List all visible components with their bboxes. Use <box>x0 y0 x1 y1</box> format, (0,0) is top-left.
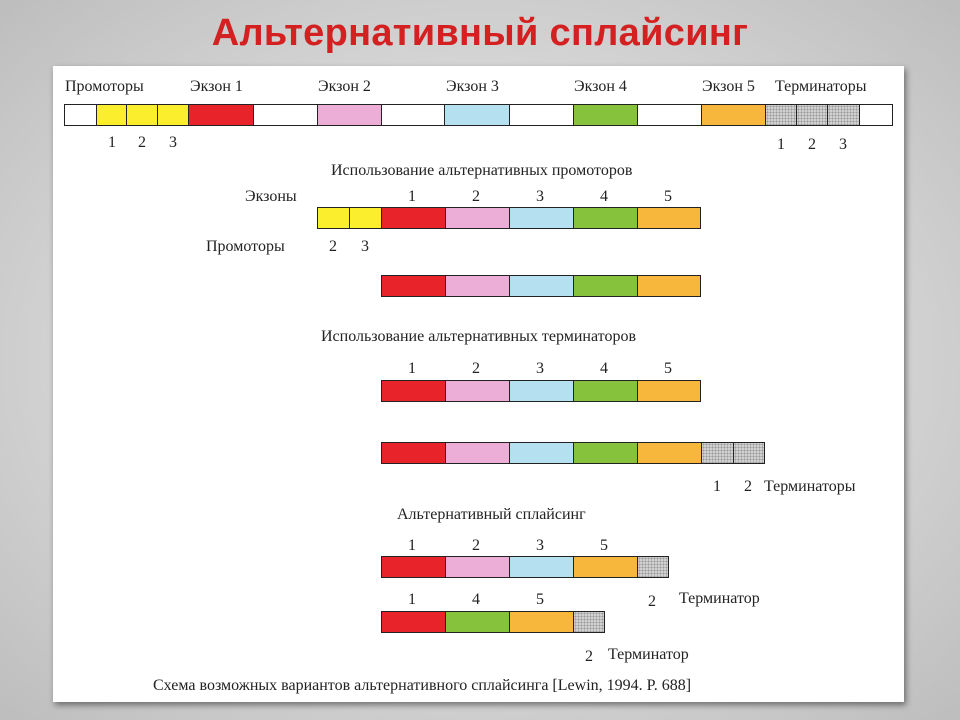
exon3-segment <box>509 380 574 402</box>
exon2-segment <box>445 207 510 229</box>
intron-segment <box>253 104 318 126</box>
exon5-segment <box>637 275 701 297</box>
exon2-segment <box>445 380 510 402</box>
terminator-label: Терминатор <box>679 590 760 607</box>
exon1-header-label: Экзон 1 <box>190 78 243 95</box>
exon5-segment <box>509 611 574 633</box>
terminator-segment-2 <box>637 556 669 578</box>
exon2-header-label: Экзон 2 <box>318 78 371 95</box>
terminator-number: 2 <box>585 648 593 665</box>
promoter-segment-3 <box>349 207 382 229</box>
exon1-segment <box>381 275 446 297</box>
exon5-segment <box>573 556 638 578</box>
terminator-segment-2 <box>573 611 605 633</box>
exon4-segment <box>573 104 638 126</box>
exon1-segment <box>381 380 446 402</box>
terminator-number: 1 <box>713 478 721 495</box>
exon5-segment <box>701 104 766 126</box>
terminator-segment-2 <box>796 104 828 126</box>
terminator-number: 3 <box>839 136 847 153</box>
exon2-segment <box>445 556 510 578</box>
exon-number: 1 <box>408 360 416 377</box>
exons-label: Экзоны <box>245 188 297 205</box>
section-promoters-title: Использование альтернативных промоторов <box>331 162 633 179</box>
exon3-segment <box>509 207 574 229</box>
diagram-figure: Промоторы Экзон 1 Экзон 2 Экзон 3 Экзон … <box>53 66 904 702</box>
promoter-number: 3 <box>361 238 369 255</box>
exon3-segment <box>509 275 574 297</box>
exon5-segment <box>637 207 701 229</box>
slide-title: Альтернативный сплайсинг <box>211 12 749 54</box>
exon-number: 4 <box>472 591 480 608</box>
exon1-segment <box>381 611 446 633</box>
terminator-number: 2 <box>808 136 816 153</box>
terminator-segment-3 <box>827 104 860 126</box>
exon4-segment <box>573 380 638 402</box>
exon-number: 2 <box>472 537 480 554</box>
exon-number: 1 <box>408 591 416 608</box>
figure-caption: Схема возможных вариантов альтернативног… <box>153 677 692 694</box>
terminators-label: Терминаторы <box>764 478 856 495</box>
exon3-segment <box>509 556 574 578</box>
exon1-segment <box>381 207 446 229</box>
exon1-segment <box>381 442 446 464</box>
exon4-segment <box>573 207 638 229</box>
exon4-segment <box>573 442 638 464</box>
exon-number: 5 <box>664 360 672 377</box>
exon-number: 1 <box>408 537 416 554</box>
terminator-number: 1 <box>777 136 785 153</box>
intron-segment <box>509 104 574 126</box>
exon1-segment <box>381 556 446 578</box>
promoter-number: 2 <box>329 238 337 255</box>
exon-number: 4 <box>600 360 608 377</box>
exon4-segment <box>573 275 638 297</box>
section-splicing-title: Альтернативный сплайсинг <box>397 506 586 523</box>
section-terminators-title: Использование альтернативных терминаторо… <box>321 328 636 345</box>
exon-number: 5 <box>536 591 544 608</box>
exon2-segment <box>317 104 382 126</box>
exon-number: 1 <box>408 188 416 205</box>
terminator-segment-1 <box>765 104 797 126</box>
exon5-segment <box>637 442 702 464</box>
terminator-label: Терминатор <box>608 646 689 663</box>
exon4-header-label: Экзон 4 <box>574 78 627 95</box>
promoter-number: 3 <box>169 134 177 151</box>
terminator-number: 2 <box>648 593 656 610</box>
exon2-segment <box>445 275 510 297</box>
exon5-header-label: Экзон 5 <box>702 78 755 95</box>
terminator-number: 2 <box>744 478 752 495</box>
promoter-segment-2 <box>126 104 158 126</box>
exon-number: 2 <box>472 188 480 205</box>
promoter-segment-3 <box>157 104 189 126</box>
promoters-label: Промоторы <box>206 238 285 255</box>
exon-number: 3 <box>536 537 544 554</box>
promoter-number: 1 <box>108 134 116 151</box>
exon5-segment <box>637 380 701 402</box>
exon2-segment <box>445 442 510 464</box>
intron-segment <box>381 104 445 126</box>
exon-number: 5 <box>664 188 672 205</box>
terminator-segment-1 <box>701 442 734 464</box>
promoter-segment-1 <box>96 104 127 126</box>
exon-number: 3 <box>536 188 544 205</box>
promoters-header-label: Промоторы <box>65 78 144 95</box>
exon3-segment <box>509 442 574 464</box>
exon-number: 3 <box>536 360 544 377</box>
exon3-header-label: Экзон 3 <box>446 78 499 95</box>
exon-number: 2 <box>472 360 480 377</box>
terminators-header-label: Терминаторы <box>775 78 867 95</box>
exon-number: 4 <box>600 188 608 205</box>
exon1-segment <box>188 104 254 126</box>
exon4-segment <box>445 611 510 633</box>
exon-number: 5 <box>600 537 608 554</box>
exon3-segment <box>444 104 510 126</box>
promoter-segment-2 <box>317 207 350 229</box>
intron-segment <box>637 104 702 126</box>
terminator-segment-2 <box>733 442 765 464</box>
promoter-number: 2 <box>138 134 146 151</box>
